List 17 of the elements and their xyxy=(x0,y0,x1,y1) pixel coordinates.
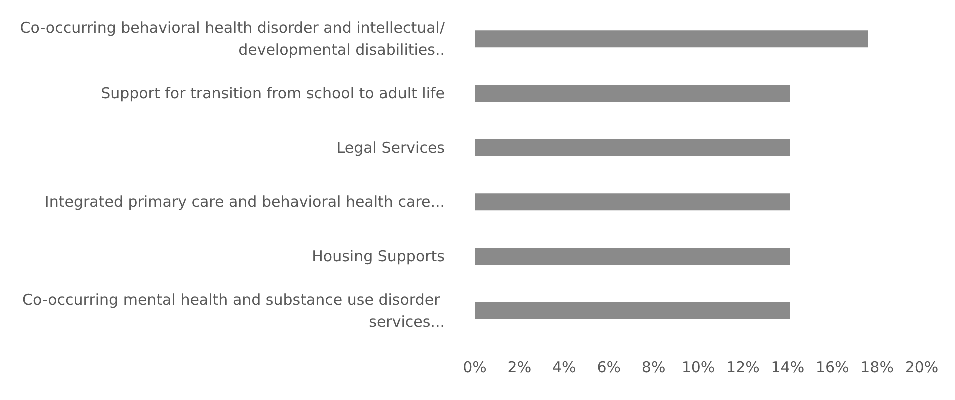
y-tick-label: Legal Services xyxy=(336,138,446,157)
x-tick-label: 10% xyxy=(682,358,716,376)
y-tick-label: Housing Supports xyxy=(312,248,446,266)
y-tick-label: Co-occurring behavioral health disorder and intellectual/developmental disabilities.. xyxy=(20,19,446,60)
x-tick-label: 6% xyxy=(597,358,621,376)
x-tick-label: 12% xyxy=(726,358,760,376)
x-tick-label: 0% xyxy=(463,358,487,376)
x-tick-label: 18% xyxy=(860,358,894,376)
x-tick-label: 2% xyxy=(508,358,532,376)
y-tick-label: Support for transition from school to adult life xyxy=(101,84,445,102)
x-tick-label: 8% xyxy=(642,358,666,376)
x-tick-label: 4% xyxy=(552,358,576,376)
y-tick-label: Co-occurring mental health and substance use disorder services... xyxy=(22,290,445,331)
y-tick-label: Integrated primary care and behavioral health care... xyxy=(44,193,445,212)
x-tick-label: 14% xyxy=(771,358,805,376)
x-tick-label: 20% xyxy=(905,358,939,376)
x-tick-label: 16% xyxy=(816,358,850,376)
